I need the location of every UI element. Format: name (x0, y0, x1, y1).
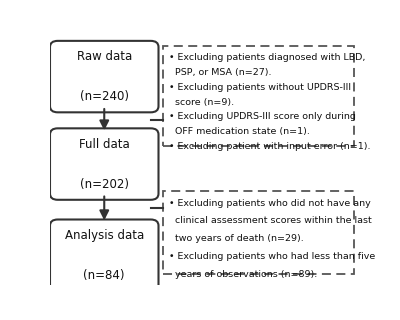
Text: score (n=9).: score (n=9). (169, 98, 234, 107)
Text: • Excluding patients who did not have any: • Excluding patients who did not have an… (169, 198, 370, 208)
FancyBboxPatch shape (50, 220, 158, 291)
Text: years of observations (n=89).: years of observations (n=89). (169, 270, 317, 279)
Text: OFF medication state (n=1).: OFF medication state (n=1). (169, 127, 310, 136)
Bar (163, 191, 354, 274)
Text: • Excluding patient with input error (n=1).: • Excluding patient with input error (n=… (169, 142, 370, 151)
Text: • Excluding patients without UPDRS-III: • Excluding patients without UPDRS-III (169, 83, 351, 92)
Text: • Excluding patients diagnosed with LBD,: • Excluding patients diagnosed with LBD, (169, 53, 365, 62)
Text: • Excluding patients who had less than five: • Excluding patients who had less than f… (169, 252, 375, 261)
Text: Raw data

(n=240): Raw data (n=240) (77, 50, 132, 103)
Text: two years of death (n=29).: two years of death (n=29). (169, 234, 304, 243)
Text: Full data

(n=202): Full data (n=202) (79, 138, 130, 191)
Text: Analysis data

(n=84): Analysis data (n=84) (65, 229, 144, 282)
Text: • Excluding UPDRS-III score only during: • Excluding UPDRS-III score only during (169, 112, 356, 121)
FancyBboxPatch shape (50, 41, 158, 112)
Text: clinical assessment scores within the last: clinical assessment scores within the la… (169, 216, 372, 225)
FancyBboxPatch shape (50, 128, 158, 200)
Bar (163, 46, 354, 146)
Text: PSP, or MSA (n=27).: PSP, or MSA (n=27). (169, 68, 271, 77)
